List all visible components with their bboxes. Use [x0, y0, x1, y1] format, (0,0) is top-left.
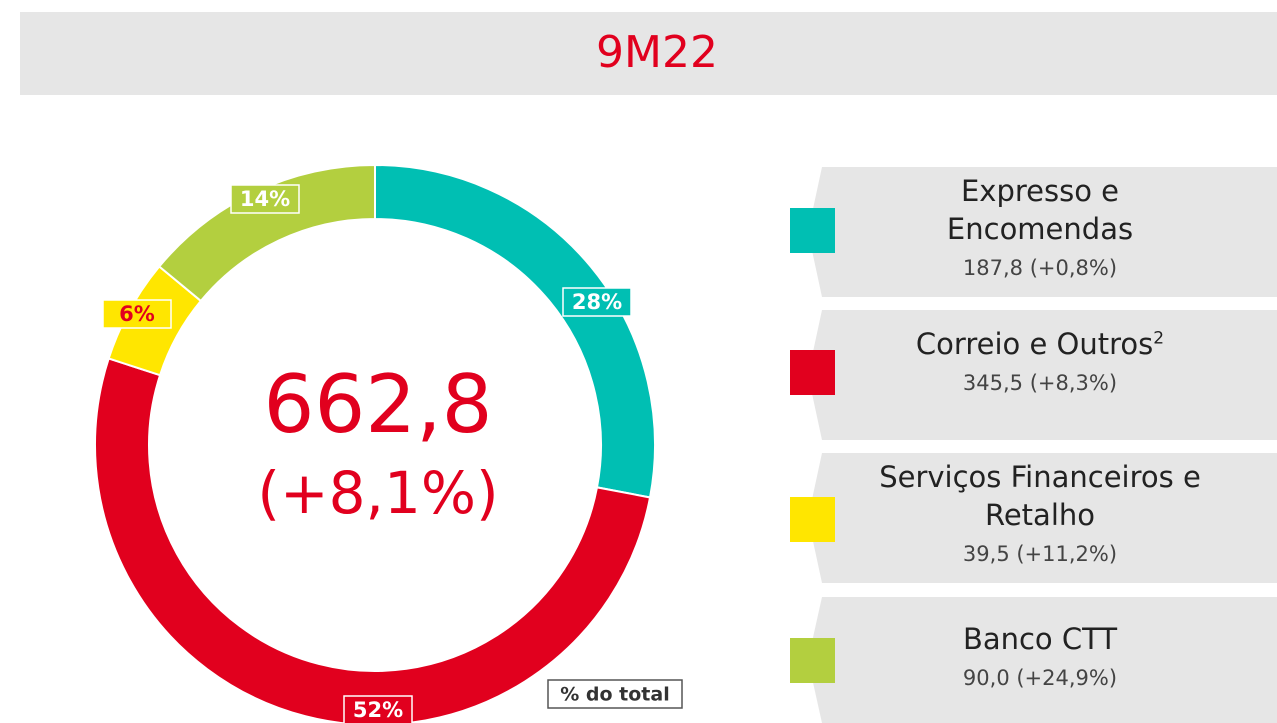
value-label-box [102, 299, 172, 329]
legend-item: Serviços Financeiros e Retalho 39,5 (+11,… [850, 458, 1230, 566]
legend-detail: 345,5 (+8,3%) [962, 371, 1118, 395]
legend-detail: 90,0 (+24,9%) [962, 666, 1118, 690]
legend-swatch [790, 497, 835, 542]
note-box [547, 679, 683, 709]
center-value: 662,8 [263, 358, 492, 451]
legend-swatch [790, 638, 835, 683]
chart-title: 9M22 [596, 27, 718, 78]
value-label-box [343, 695, 413, 723]
legend-bg [808, 453, 1277, 583]
legend-label: Serviços Financeiros e Retalho [879, 460, 1201, 532]
value-label: 28% [572, 290, 622, 314]
legend-swatch [790, 208, 835, 253]
note: % do total [560, 684, 669, 706]
legend-bg [808, 167, 1277, 297]
value-label-box [230, 184, 300, 214]
legend-bg [808, 597, 1277, 723]
value-label: 6% [119, 302, 155, 326]
legend-item: Expresso e Encomendas 187,8 (+0,8%) [850, 172, 1230, 280]
footnote-mark: 2 [1153, 328, 1165, 349]
title-bar [20, 12, 1277, 95]
value-label-box [562, 287, 632, 317]
legend-name: Correio e Outros2 [870, 325, 1210, 363]
legend-label: Expresso e Encomendas [946, 174, 1134, 246]
legend-name: Banco CTT [870, 620, 1210, 658]
legend-detail: 187,8 (+0,8%) [962, 256, 1118, 280]
legend-detail: 39,5 (+11,2%) [962, 542, 1118, 566]
value-label: 14% [240, 187, 290, 211]
legend-label: Banco CTT [962, 622, 1118, 656]
legend-item: Banco CTT 90,0 (+24,9%) [850, 620, 1230, 690]
legend-swatch [790, 350, 835, 395]
donut-segment [157, 163, 376, 303]
legend-item: Correio e Outros2 345,5 (+8,3%) [850, 325, 1230, 395]
legend-name: Expresso e Encomendas [920, 172, 1160, 248]
legend-bg [808, 310, 1277, 440]
center-change: (+8,1%) [257, 459, 498, 527]
donut-segment [94, 357, 652, 723]
legend-name: Serviços Financeiros e Retalho [870, 458, 1210, 534]
legend-label: Correio e Outros [915, 327, 1154, 361]
value-label: 52% [353, 698, 403, 722]
